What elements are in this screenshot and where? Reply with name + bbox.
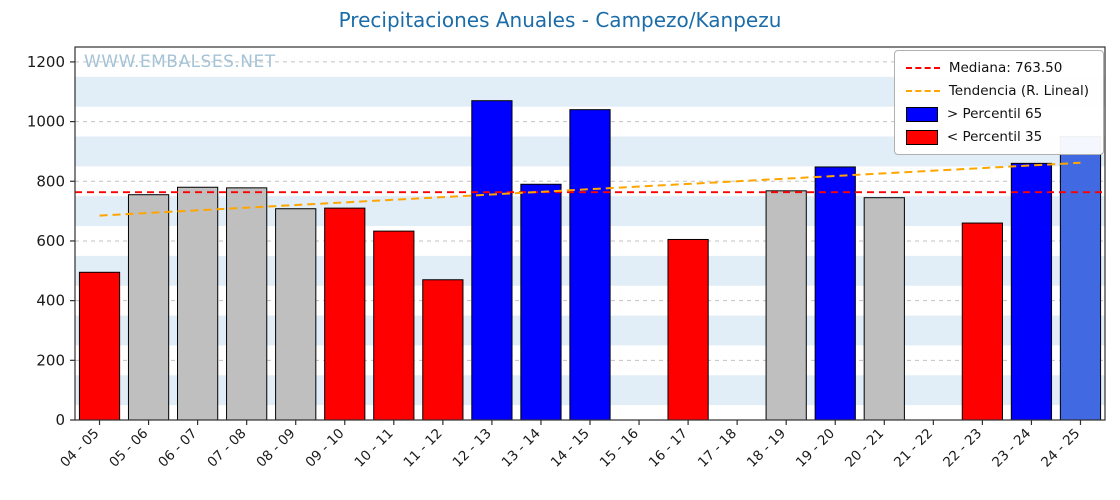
- y-tick-label: 0: [55, 411, 65, 429]
- x-tick-label: 19 - 20: [793, 426, 838, 471]
- x-tick-label: 13 - 14: [499, 426, 544, 471]
- bar-06-07: [177, 186, 219, 421]
- legend-label-below-p35: < Percentil 35: [946, 129, 1043, 145]
- y-tick-label: 400: [36, 292, 65, 310]
- bar-09-10: [324, 207, 366, 421]
- legend-item-trend: Tendencia (R. Lineal): [905, 83, 1089, 99]
- red-bar-sample: [905, 129, 938, 145]
- bar-19-20: [814, 166, 856, 421]
- bar-16-17: [667, 238, 709, 421]
- bar-22-23: [961, 222, 1003, 421]
- bar-24-25: [1059, 136, 1102, 421]
- trend-line: [99, 161, 1081, 217]
- bar-05-06: [127, 194, 170, 421]
- legend-label-above-p65: > Percentil 65: [946, 106, 1043, 122]
- bar-11-12: [422, 279, 464, 421]
- x-tick-label: 21 - 22: [891, 426, 936, 471]
- bar-13-14: [520, 183, 562, 421]
- x-tick-label: 04 - 05: [57, 426, 102, 471]
- x-tick-label: 20 - 21: [842, 426, 887, 471]
- y-tick-label: 1200: [27, 53, 65, 71]
- bar-18-19: [765, 190, 807, 421]
- blue-bar-sample: [905, 106, 938, 122]
- bar-12-13: [471, 100, 513, 421]
- watermark-text: WWW.EMBALSES.NET: [84, 52, 276, 72]
- x-tick-label: 08 - 09: [253, 426, 298, 471]
- y-tick-label: 800: [36, 172, 65, 190]
- legend-label-median: Mediana: 763.50: [948, 60, 1063, 76]
- x-tick-label: 23 - 24: [989, 426, 1034, 471]
- bar-08-09: [275, 208, 317, 421]
- x-tick-label: 14 - 15: [548, 426, 593, 471]
- legend-item-below-p35: < Percentil 35: [905, 129, 1089, 145]
- x-tick-label: 06 - 07: [155, 426, 200, 471]
- x-tick-label: 22 - 23: [940, 426, 985, 471]
- bar-07-08: [226, 187, 268, 421]
- legend: Mediana: 763.50 Tendencia (R. Lineal) > …: [893, 50, 1104, 155]
- chart-title: Precipitaciones Anuales - Campezo/Kanpez…: [338, 8, 782, 32]
- x-tick-label: 07 - 08: [204, 426, 249, 471]
- legend-label-trend: Tendencia (R. Lineal): [948, 83, 1089, 99]
- x-tick-label: 05 - 06: [106, 426, 151, 471]
- median-dashed-line-sample: [905, 67, 940, 69]
- y-tick-label: 1000: [27, 113, 65, 131]
- x-tick-label: 17 - 18: [695, 426, 740, 471]
- trend-dashed-line-sample: [905, 90, 940, 92]
- bar-20-21: [863, 197, 905, 421]
- y-tick-label: 600: [36, 232, 65, 250]
- x-tick-label: 18 - 19: [744, 426, 789, 471]
- x-tick-label: 10 - 11: [352, 426, 397, 471]
- bar-04-05: [78, 271, 121, 421]
- x-tick-label: 15 - 16: [597, 426, 642, 471]
- bar-14-15: [569, 109, 611, 421]
- bar-10-11: [373, 230, 415, 421]
- y-tick-label: 200: [36, 351, 65, 369]
- x-tick-label: 12 - 13: [450, 426, 495, 471]
- legend-item-median: Mediana: 763.50: [905, 60, 1089, 76]
- x-tick-label: 09 - 10: [302, 426, 347, 471]
- legend-item-above-p65: > Percentil 65: [905, 106, 1089, 122]
- x-tick-label: 16 - 17: [646, 426, 691, 471]
- x-tick-label: 24 - 25: [1038, 426, 1083, 471]
- x-tick-label: 11 - 12: [401, 426, 446, 471]
- bar-23-24: [1010, 162, 1053, 421]
